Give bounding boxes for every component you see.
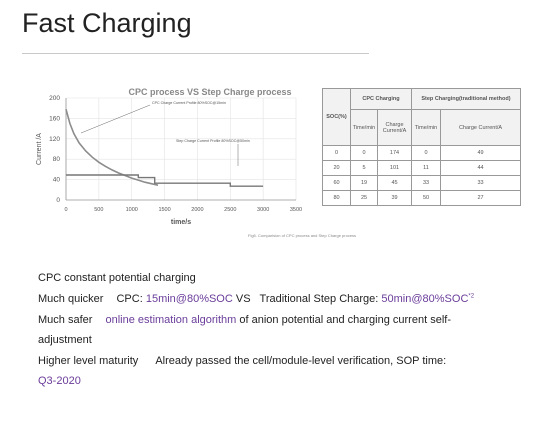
table-row: 20 5 101 11 44: [322, 160, 521, 176]
figure-caption: Fig5. Comparision of CPC process and Ste…: [248, 233, 357, 238]
cpc-current-line: [65, 108, 159, 186]
chart-title: CPC process VS Step Charge process: [128, 87, 291, 97]
safer-rest: of anion potential and charging current …: [236, 314, 451, 326]
table-cell: 33: [440, 175, 521, 191]
table-cell: 50: [411, 190, 441, 206]
cpc-heading: CPC constant potential charging: [38, 272, 196, 284]
step-annotation: Step Charge Current Profile 80%SOC@50min: [176, 139, 250, 143]
table-row: 0 0 174 0 49: [322, 145, 521, 161]
table-cell: 27: [440, 190, 521, 206]
page-title: Fast Charging: [22, 8, 192, 38]
quicker-line: Much quicker CPC: 15min@80%SOC VS Tradit…: [38, 293, 474, 305]
table-cell: 11: [411, 160, 441, 176]
title-divider: [22, 53, 369, 54]
y-axis-label: Current /A: [36, 133, 43, 165]
table-cell: 44: [440, 160, 521, 176]
y-tick-label: 40: [53, 177, 61, 184]
safer-accent: online estimation algorithm: [105, 314, 237, 326]
x-tick-label: 3500: [290, 207, 302, 213]
table-cell: 101: [377, 160, 412, 176]
vs-text: VS Traditional Step Charge:: [232, 293, 382, 305]
x-tick-label: 3000: [257, 207, 269, 213]
chart-container: 0 40 80 120 160 200 0 500 1000 1500 2000 2500 3000 35…: [28, 78, 318, 228]
y-tick-label: 80: [53, 156, 61, 163]
table-cell: 39: [377, 190, 412, 206]
table-cell: 174: [377, 145, 412, 161]
table-cell: 25: [350, 190, 378, 206]
maturity-label: Higher level maturity: [38, 355, 139, 367]
cpc-value: 15min@80%SOC: [145, 293, 233, 305]
table-cell: 45: [377, 175, 412, 191]
x-tick-label: 500: [94, 207, 103, 213]
group-cpc: CPC Charging: [350, 88, 412, 110]
table-cell: 0: [411, 145, 441, 161]
x-tick-label: 1000: [126, 207, 138, 213]
soc-table: SOC(%) CPC Charging Step Charging(tradit…: [322, 88, 521, 206]
col-cpc-current: Charge Current/A: [377, 109, 412, 146]
y-tick-label: 0: [56, 197, 60, 204]
y-tick-label: 160: [49, 115, 60, 122]
table-cell: 0: [350, 145, 378, 161]
col-cpc-time: Time/min: [350, 109, 378, 146]
cpc-prefix: CPC:: [116, 293, 146, 305]
table-row: 60 19 45 33 33: [322, 175, 521, 191]
table-cell: 49: [440, 145, 521, 161]
quicker-label: Much quicker: [38, 293, 104, 305]
x-tick-label: 2000: [191, 207, 203, 213]
x-axis-label: time/s: [171, 219, 191, 226]
sop-time: Q3-2020: [38, 375, 81, 387]
safer-label: Much safer: [38, 314, 93, 326]
safer-line: Much safer online estimation algorithm o…: [38, 314, 451, 326]
table-cell: 80: [322, 190, 351, 206]
maturity-text: Already passed the cell/module-level ver…: [155, 355, 447, 367]
maturity-line: Higher level maturity Already passed the…: [38, 355, 446, 367]
table-cell: 0: [322, 145, 351, 161]
group-step: Step Charging(traditional method): [411, 88, 521, 110]
x-tick-label: 0: [64, 207, 67, 213]
table-cell: 5: [350, 160, 378, 176]
x-tick-label: 2500: [224, 207, 236, 213]
col-step-current: Charge Current/A: [440, 109, 521, 146]
col-soc: SOC(%): [322, 88, 351, 146]
y-tick-label: 120: [49, 136, 60, 143]
table-cell: 20: [322, 160, 351, 176]
table-cell: 33: [411, 175, 441, 191]
table-cell: 19: [350, 175, 378, 191]
cpc-annotation-arrow: [80, 104, 151, 134]
step-current-line: [66, 174, 264, 187]
step-value: 50min@80%SOC: [381, 293, 469, 305]
step-footnote: *2: [468, 293, 475, 300]
cpc-annotation: CPC Charge Current Profile 80%SOC@15min: [152, 101, 226, 105]
table-cell: 60: [322, 175, 351, 191]
y-tick-label: 200: [49, 95, 60, 102]
col-step-time: Time/min: [411, 109, 441, 146]
table-row: 80 25 39 50 27: [322, 190, 521, 206]
x-tick-label: 1500: [158, 207, 170, 213]
safer-continuation: adjustment: [38, 334, 92, 346]
